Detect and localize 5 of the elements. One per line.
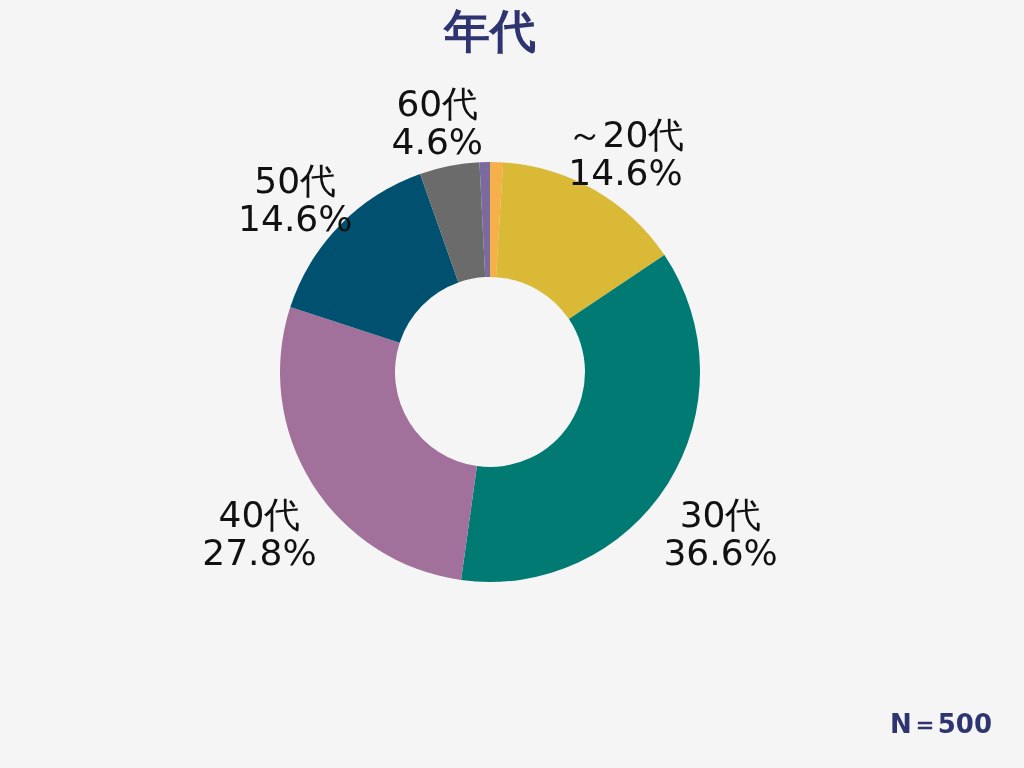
donut-slice (490, 162, 504, 278)
donut-slice (479, 162, 490, 278)
text: N＝500 (889, 708, 992, 741)
donut-slice (420, 162, 486, 283)
chart-title: 年代 (442, 4, 536, 58)
